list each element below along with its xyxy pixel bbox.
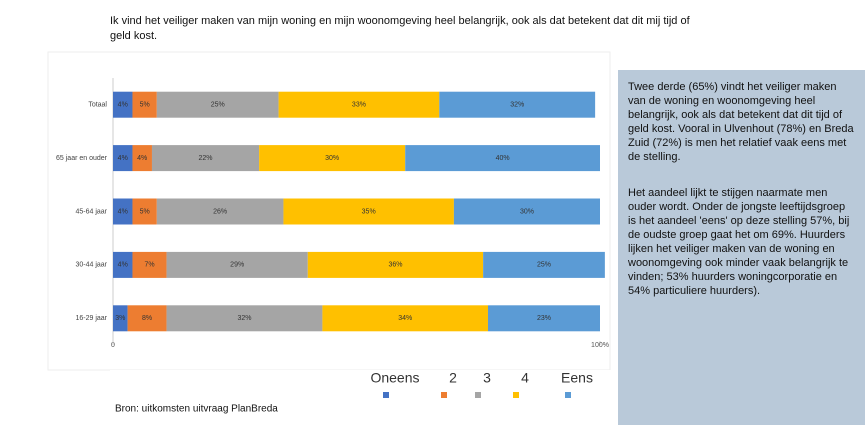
bar-segment	[483, 251, 605, 278]
value-label: 25%	[537, 262, 551, 269]
value-label: 30%	[325, 155, 339, 162]
value-label: 4%	[137, 155, 147, 162]
value-label: 32%	[510, 102, 524, 109]
bar-segment	[259, 145, 406, 172]
legend-marker	[513, 392, 519, 398]
value-label: 29%	[230, 262, 244, 269]
value-label: 5%	[140, 102, 150, 109]
bar-segment	[113, 91, 133, 118]
value-label: 4%	[118, 208, 128, 215]
bar-segment	[307, 251, 484, 278]
bar-segment	[132, 251, 167, 278]
chart-title: Ik vind het veiliger maken van mijn woni…	[110, 15, 690, 42]
legend-marker	[441, 392, 447, 398]
value-label: 25%	[211, 102, 225, 109]
x-tick-label: 0	[111, 342, 115, 349]
bar-segment	[113, 305, 128, 332]
y-tick-label: 30-44 jaar	[75, 262, 107, 269]
legend-label: Eens	[561, 370, 593, 386]
source-box	[110, 370, 618, 425]
value-label: 3%	[115, 315, 125, 322]
bar-segment	[283, 198, 454, 225]
bar-segment	[132, 145, 152, 172]
bar-segment	[439, 91, 596, 118]
y-tick-label: 65 jaar en ouder	[56, 155, 108, 162]
annotation: Twee derde (65%) vindt het veiliger make…	[628, 81, 854, 163]
y-tick-label: 16-29 jaar	[75, 315, 107, 322]
bar-segment	[166, 251, 308, 278]
bar-segment	[487, 305, 600, 332]
bar-segment	[322, 305, 488, 332]
value-label: 22%	[199, 155, 213, 162]
bar-segment	[453, 198, 600, 225]
value-label: 32%	[237, 315, 251, 322]
annotation: Het aandeel lijkt te stijgen naarmate me…	[628, 187, 850, 297]
bar-segment	[113, 198, 133, 225]
value-label: 23%	[537, 315, 551, 322]
value-label: 34%	[398, 315, 412, 322]
value-label: 36%	[388, 262, 402, 269]
y-tick-label: 45-64 jaar	[75, 208, 107, 215]
legend-marker	[565, 392, 571, 398]
value-label: 5%	[140, 208, 150, 215]
bar-segment	[156, 198, 284, 225]
legend-marker	[475, 392, 481, 398]
value-label: 8%	[142, 315, 152, 322]
bar-segment	[127, 305, 167, 332]
value-label: 7%	[144, 262, 154, 269]
bar-segment	[151, 145, 260, 172]
legend-label: Oneens	[370, 370, 419, 386]
bar-segment	[166, 305, 323, 332]
value-label: 26%	[213, 208, 227, 215]
x-tick-label: 100%	[591, 342, 609, 349]
side-panel: Twee derde (65%) vindt het veiliger make…	[618, 70, 865, 425]
bar-segment	[132, 91, 157, 118]
value-label: 35%	[362, 208, 376, 215]
value-label: 30%	[520, 208, 534, 215]
legend-label: 3	[483, 370, 491, 386]
value-label: 4%	[118, 155, 128, 162]
bar-segment	[156, 91, 279, 118]
legend-label: 2	[449, 370, 457, 386]
legend-label: 4	[521, 370, 529, 386]
bar-segment	[113, 251, 133, 278]
bar-segment	[113, 145, 133, 172]
source: Bron: uitkomsten uitvraag PlanBreda	[115, 404, 278, 415]
value-label: 4%	[118, 262, 128, 269]
value-label: 33%	[352, 102, 366, 109]
bar-segment	[278, 91, 440, 118]
value-label: 4%	[118, 102, 128, 109]
bar-segment	[132, 198, 157, 225]
legend-marker	[383, 392, 389, 398]
bar-segment	[405, 145, 600, 172]
y-tick-label: Totaal	[88, 102, 107, 109]
value-label: 40%	[496, 155, 510, 162]
